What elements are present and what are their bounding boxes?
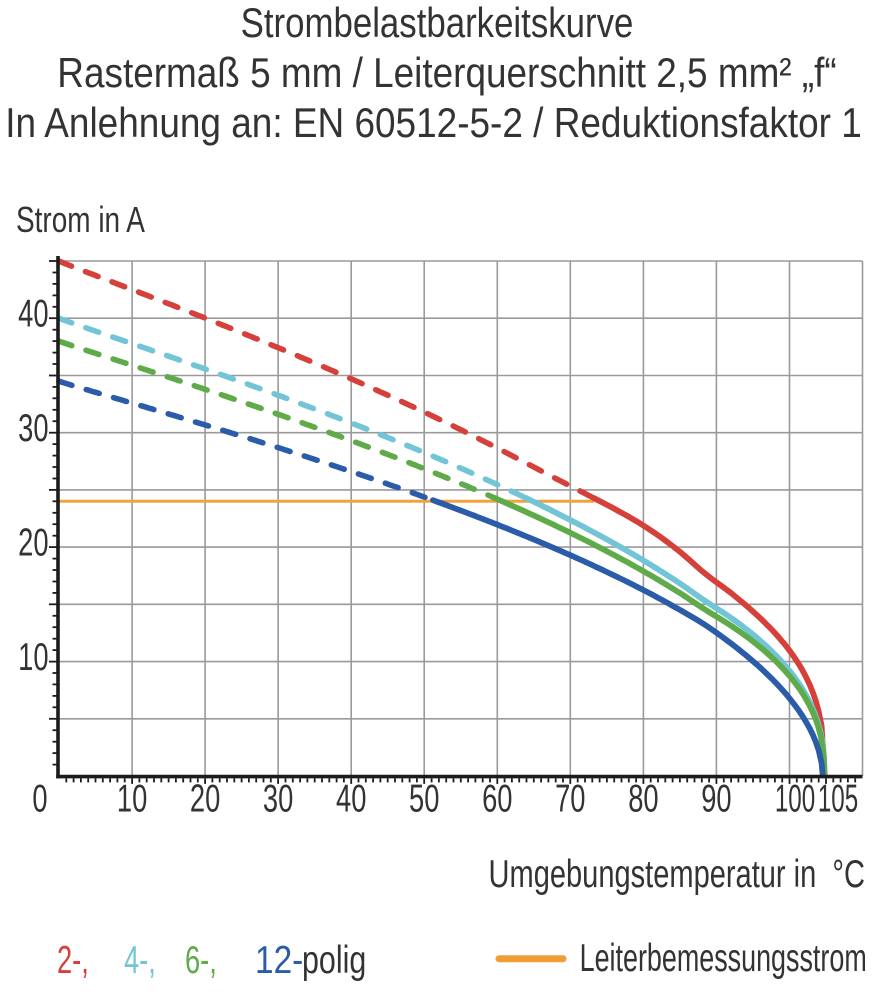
svg-text:70: 70 — [555, 778, 585, 821]
svg-text:30: 30 — [263, 778, 293, 821]
svg-text:20: 20 — [190, 778, 220, 821]
svg-text:0: 0 — [32, 778, 47, 821]
svg-text:50: 50 — [409, 778, 439, 821]
svg-text:Strom in A: Strom in A — [16, 200, 145, 240]
svg-text:Rastermaß 5 mm / Leiterquersch: Rastermaß 5 mm / Leiterquerschnitt 2,5 m… — [57, 50, 836, 97]
svg-text:10: 10 — [18, 636, 48, 679]
svg-text:40: 40 — [18, 293, 48, 336]
svg-text:10: 10 — [117, 778, 147, 821]
svg-text:90: 90 — [701, 778, 731, 821]
svg-text:Umgebungstemperatur in °C: Umgebungstemperatur in °C — [489, 853, 865, 896]
svg-text:Strombelastbarkeitskurve: Strombelastbarkeitskurve — [241, 0, 634, 47]
svg-text:60: 60 — [482, 778, 512, 821]
svg-text:30: 30 — [18, 407, 48, 450]
svg-text:Leiterbemessungsstrom: Leiterbemessungsstrom — [580, 937, 867, 980]
svg-text:105: 105 — [818, 777, 858, 820]
svg-text:80: 80 — [628, 778, 658, 821]
svg-text:polig: polig — [302, 938, 366, 981]
svg-text:20: 20 — [18, 522, 48, 565]
svg-text:6-,: 6-, — [185, 939, 217, 982]
svg-text:12-: 12- — [255, 938, 303, 982]
svg-text:4-,: 4-, — [124, 939, 156, 982]
svg-text:100: 100 — [775, 777, 815, 820]
svg-text:In Anlehnung an: EN 60512-5-2: In Anlehnung an: EN 60512-5-2 / Reduktio… — [5, 100, 862, 147]
svg-text:2-,: 2-, — [57, 939, 89, 982]
svg-text:40: 40 — [336, 778, 366, 821]
